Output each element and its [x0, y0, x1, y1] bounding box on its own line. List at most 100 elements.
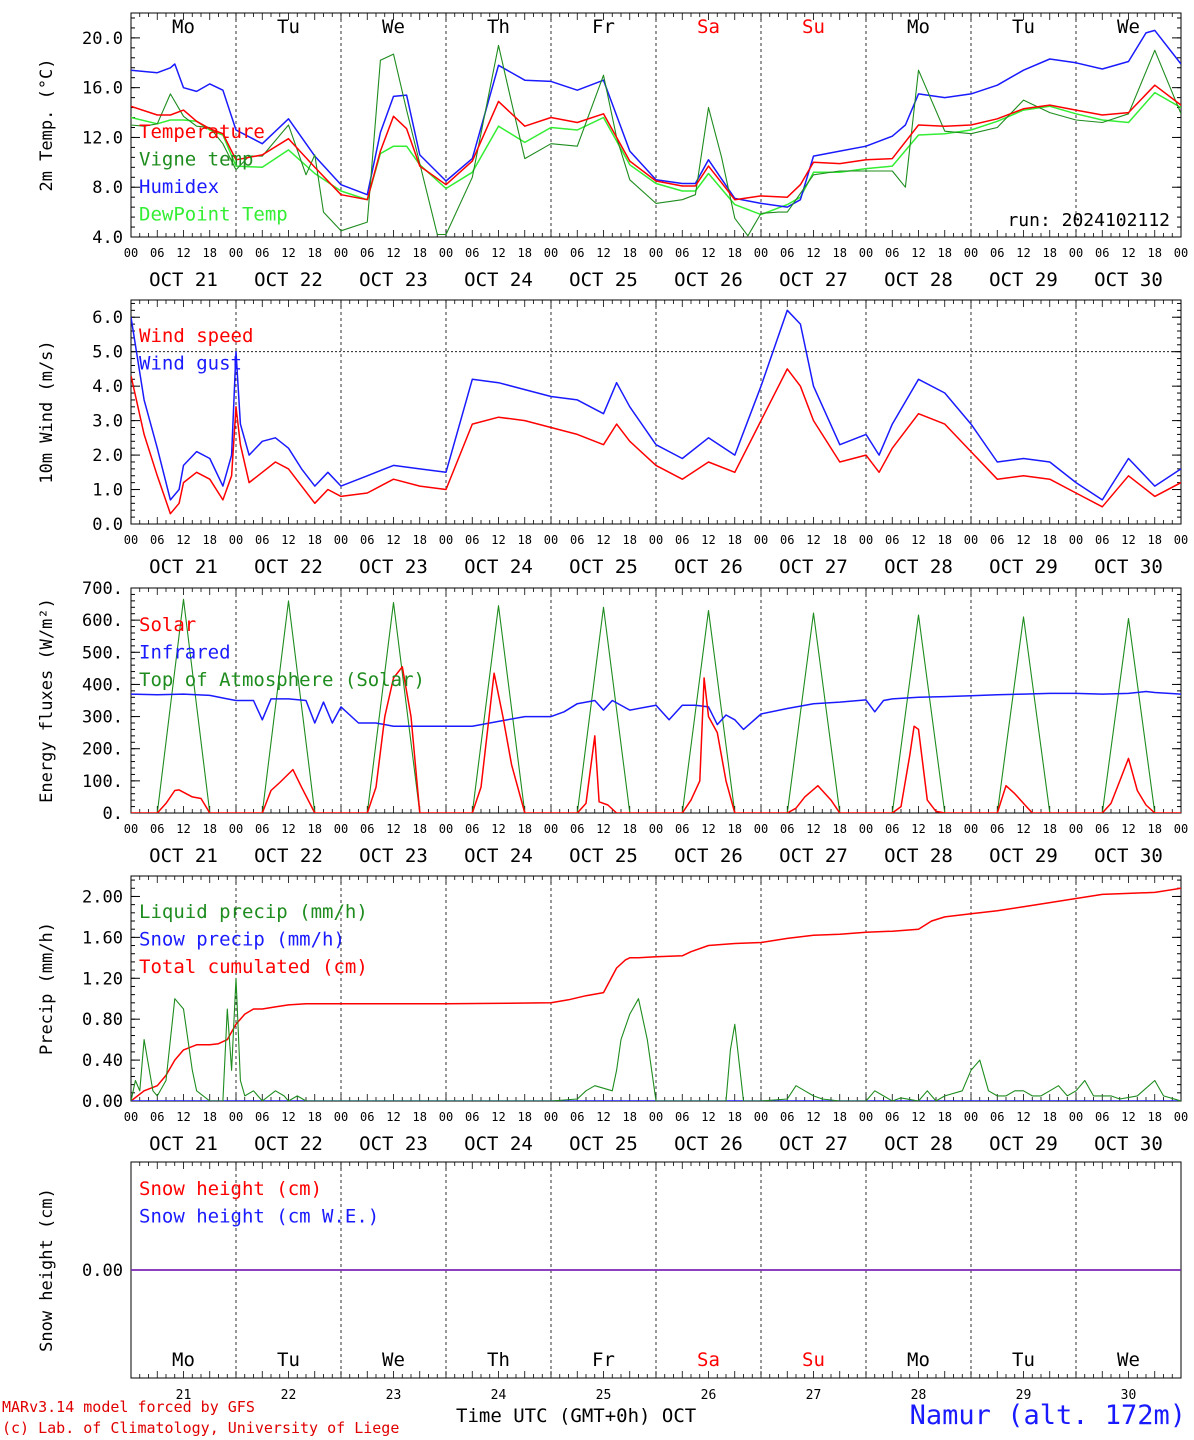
temperature-y-axis-title: 2m Temp. (°C)	[37, 58, 57, 191]
series-line	[131, 690, 1181, 731]
hour-tick-label: 06	[150, 1110, 164, 1124]
hour-tick-label: 00	[859, 533, 873, 547]
weekday-label: Tu	[1012, 16, 1035, 38]
hour-tick-label: 06	[360, 1110, 374, 1124]
hour-tick-label: 12	[491, 822, 505, 836]
weekday-label: Th	[487, 16, 510, 38]
precip-y-axis-title: Precip (mm/h)	[37, 922, 57, 1055]
hour-tick-label: 12	[596, 246, 610, 260]
legend-entry: Vigne temp	[139, 149, 253, 171]
y-tick-label: 0.80	[82, 1010, 123, 1030]
y-tick-label: 0.00	[82, 1261, 123, 1281]
station-name: Namur (alt. 172m)	[909, 1400, 1186, 1431]
date-label: OCT 22	[254, 269, 323, 291]
hour-tick-label: 12	[176, 533, 190, 547]
temperature-panel: 00 06 12 18 00 06 12 18 00 06 12 18 00 06 12 18 00 06 12 18…	[37, 12, 1188, 291]
series-line	[131, 29, 1181, 208]
date-label: OCT 27	[779, 269, 848, 291]
weekday-label: We	[1117, 1349, 1140, 1371]
energy-y-axis-title: Energy fluxes (W/m²)	[37, 598, 57, 803]
series-line	[131, 666, 1181, 813]
hour-tick-label: 18	[1148, 246, 1162, 260]
hour-tick-label: 06	[990, 533, 1004, 547]
hour-tick-label: 06	[360, 246, 374, 260]
hour-tick-label: 12	[1121, 1110, 1135, 1124]
date-label: OCT 24	[464, 845, 533, 867]
hour-tick-label: 12	[176, 246, 190, 260]
snow-y-axis-title: Snow height (cm)	[37, 1188, 57, 1352]
hour-tick-label: 00	[439, 1110, 453, 1124]
hour-tick-label: 18	[1148, 533, 1162, 547]
hour-tick-label: 12	[491, 246, 505, 260]
hour-tick-label: 00	[439, 822, 453, 836]
hour-tick-label: 12	[176, 1110, 190, 1124]
hour-tick-label: 06	[255, 533, 269, 547]
energy-series-group	[131, 598, 1181, 813]
hour-tick-label: 00	[334, 822, 348, 836]
weekday-label: We	[1117, 16, 1140, 38]
date-label: OCT 30	[1094, 269, 1163, 291]
hour-tick-label: 12	[911, 1110, 925, 1124]
y-tick-label: 16.0	[82, 79, 123, 99]
hour-tick-label: 00	[859, 1110, 873, 1124]
day-number-label: 30	[1121, 1388, 1137, 1403]
day-number-label: 29	[1016, 1388, 1032, 1403]
hour-tick-label: 06	[465, 533, 479, 547]
hour-tick-label: 06	[885, 822, 899, 836]
hour-tick-label: 18	[728, 533, 742, 547]
hour-tick-label: 06	[885, 246, 899, 260]
y-tick-label: 0.0	[92, 515, 123, 535]
y-tick-label: 4.0	[92, 377, 123, 397]
legend-entry: Wind gust	[139, 353, 242, 375]
hour-tick-label: 00	[544, 1110, 558, 1124]
hour-tick-label: 06	[255, 822, 269, 836]
hour-tick-label: 00	[124, 822, 138, 836]
hour-tick-label: 18	[623, 246, 637, 260]
series-line	[131, 84, 1181, 201]
date-label: OCT 30	[1094, 1133, 1163, 1155]
day-number-label: 23	[386, 1388, 402, 1403]
legend-entry: Solar	[139, 614, 196, 636]
wind-series-group	[131, 309, 1181, 515]
day-number-label: 27	[806, 1388, 822, 1403]
legend-entry: Humidex	[139, 176, 219, 198]
legend-entry: DewPoint Temp	[139, 204, 288, 226]
date-label: OCT 23	[359, 845, 428, 867]
date-label: OCT 29	[989, 556, 1058, 578]
date-label: OCT 24	[464, 1133, 533, 1155]
hour-tick-label: 18	[623, 1110, 637, 1124]
series-line	[131, 887, 1181, 1101]
hour-tick-label: 18	[518, 533, 532, 547]
hour-tick-label: 12	[281, 533, 295, 547]
hour-tick-label: 06	[150, 533, 164, 547]
weekday-label: Mo	[907, 1349, 930, 1371]
y-tick-label: 1.20	[82, 969, 123, 989]
series-line	[131, 368, 1181, 515]
hour-tick-label: 12	[1016, 246, 1030, 260]
date-label: OCT 27	[779, 556, 848, 578]
date-label: OCT 27	[779, 845, 848, 867]
date-label: OCT 29	[989, 269, 1058, 291]
hour-tick-label: 00	[229, 533, 243, 547]
hour-tick-label: 18	[833, 1110, 847, 1124]
date-label: OCT 26	[674, 845, 743, 867]
hour-tick-label: 00	[439, 533, 453, 547]
hour-tick-label: 18	[833, 533, 847, 547]
energy-panel: 00 06 12 18 00 06 12 18 00 06 12 18 00 06 12 18 00 06 12 18…	[37, 579, 1188, 867]
hour-tick-label: 06	[465, 246, 479, 260]
hour-tick-label: 00	[334, 533, 348, 547]
hour-tick-label: 06	[570, 246, 584, 260]
hour-tick-label: 12	[911, 246, 925, 260]
hour-tick-label: 18	[938, 822, 952, 836]
date-label: OCT 30	[1094, 845, 1163, 867]
weekday-label: Tu	[277, 1349, 300, 1371]
hour-tick-label: 06	[570, 533, 584, 547]
hour-tick-label: 06	[675, 246, 689, 260]
hour-tick-label: 12	[806, 246, 820, 260]
date-label: OCT 29	[989, 845, 1058, 867]
precip-panel: 00 06 12 18 00 06 12 18 00 06 12 18 00 06 12 18 00 06 12 18…	[37, 875, 1188, 1155]
hour-tick-label: 18	[413, 822, 427, 836]
hour-tick-label: 00	[964, 246, 978, 260]
hour-tick-label: 18	[833, 822, 847, 836]
weekday-label: Mo	[172, 16, 195, 38]
